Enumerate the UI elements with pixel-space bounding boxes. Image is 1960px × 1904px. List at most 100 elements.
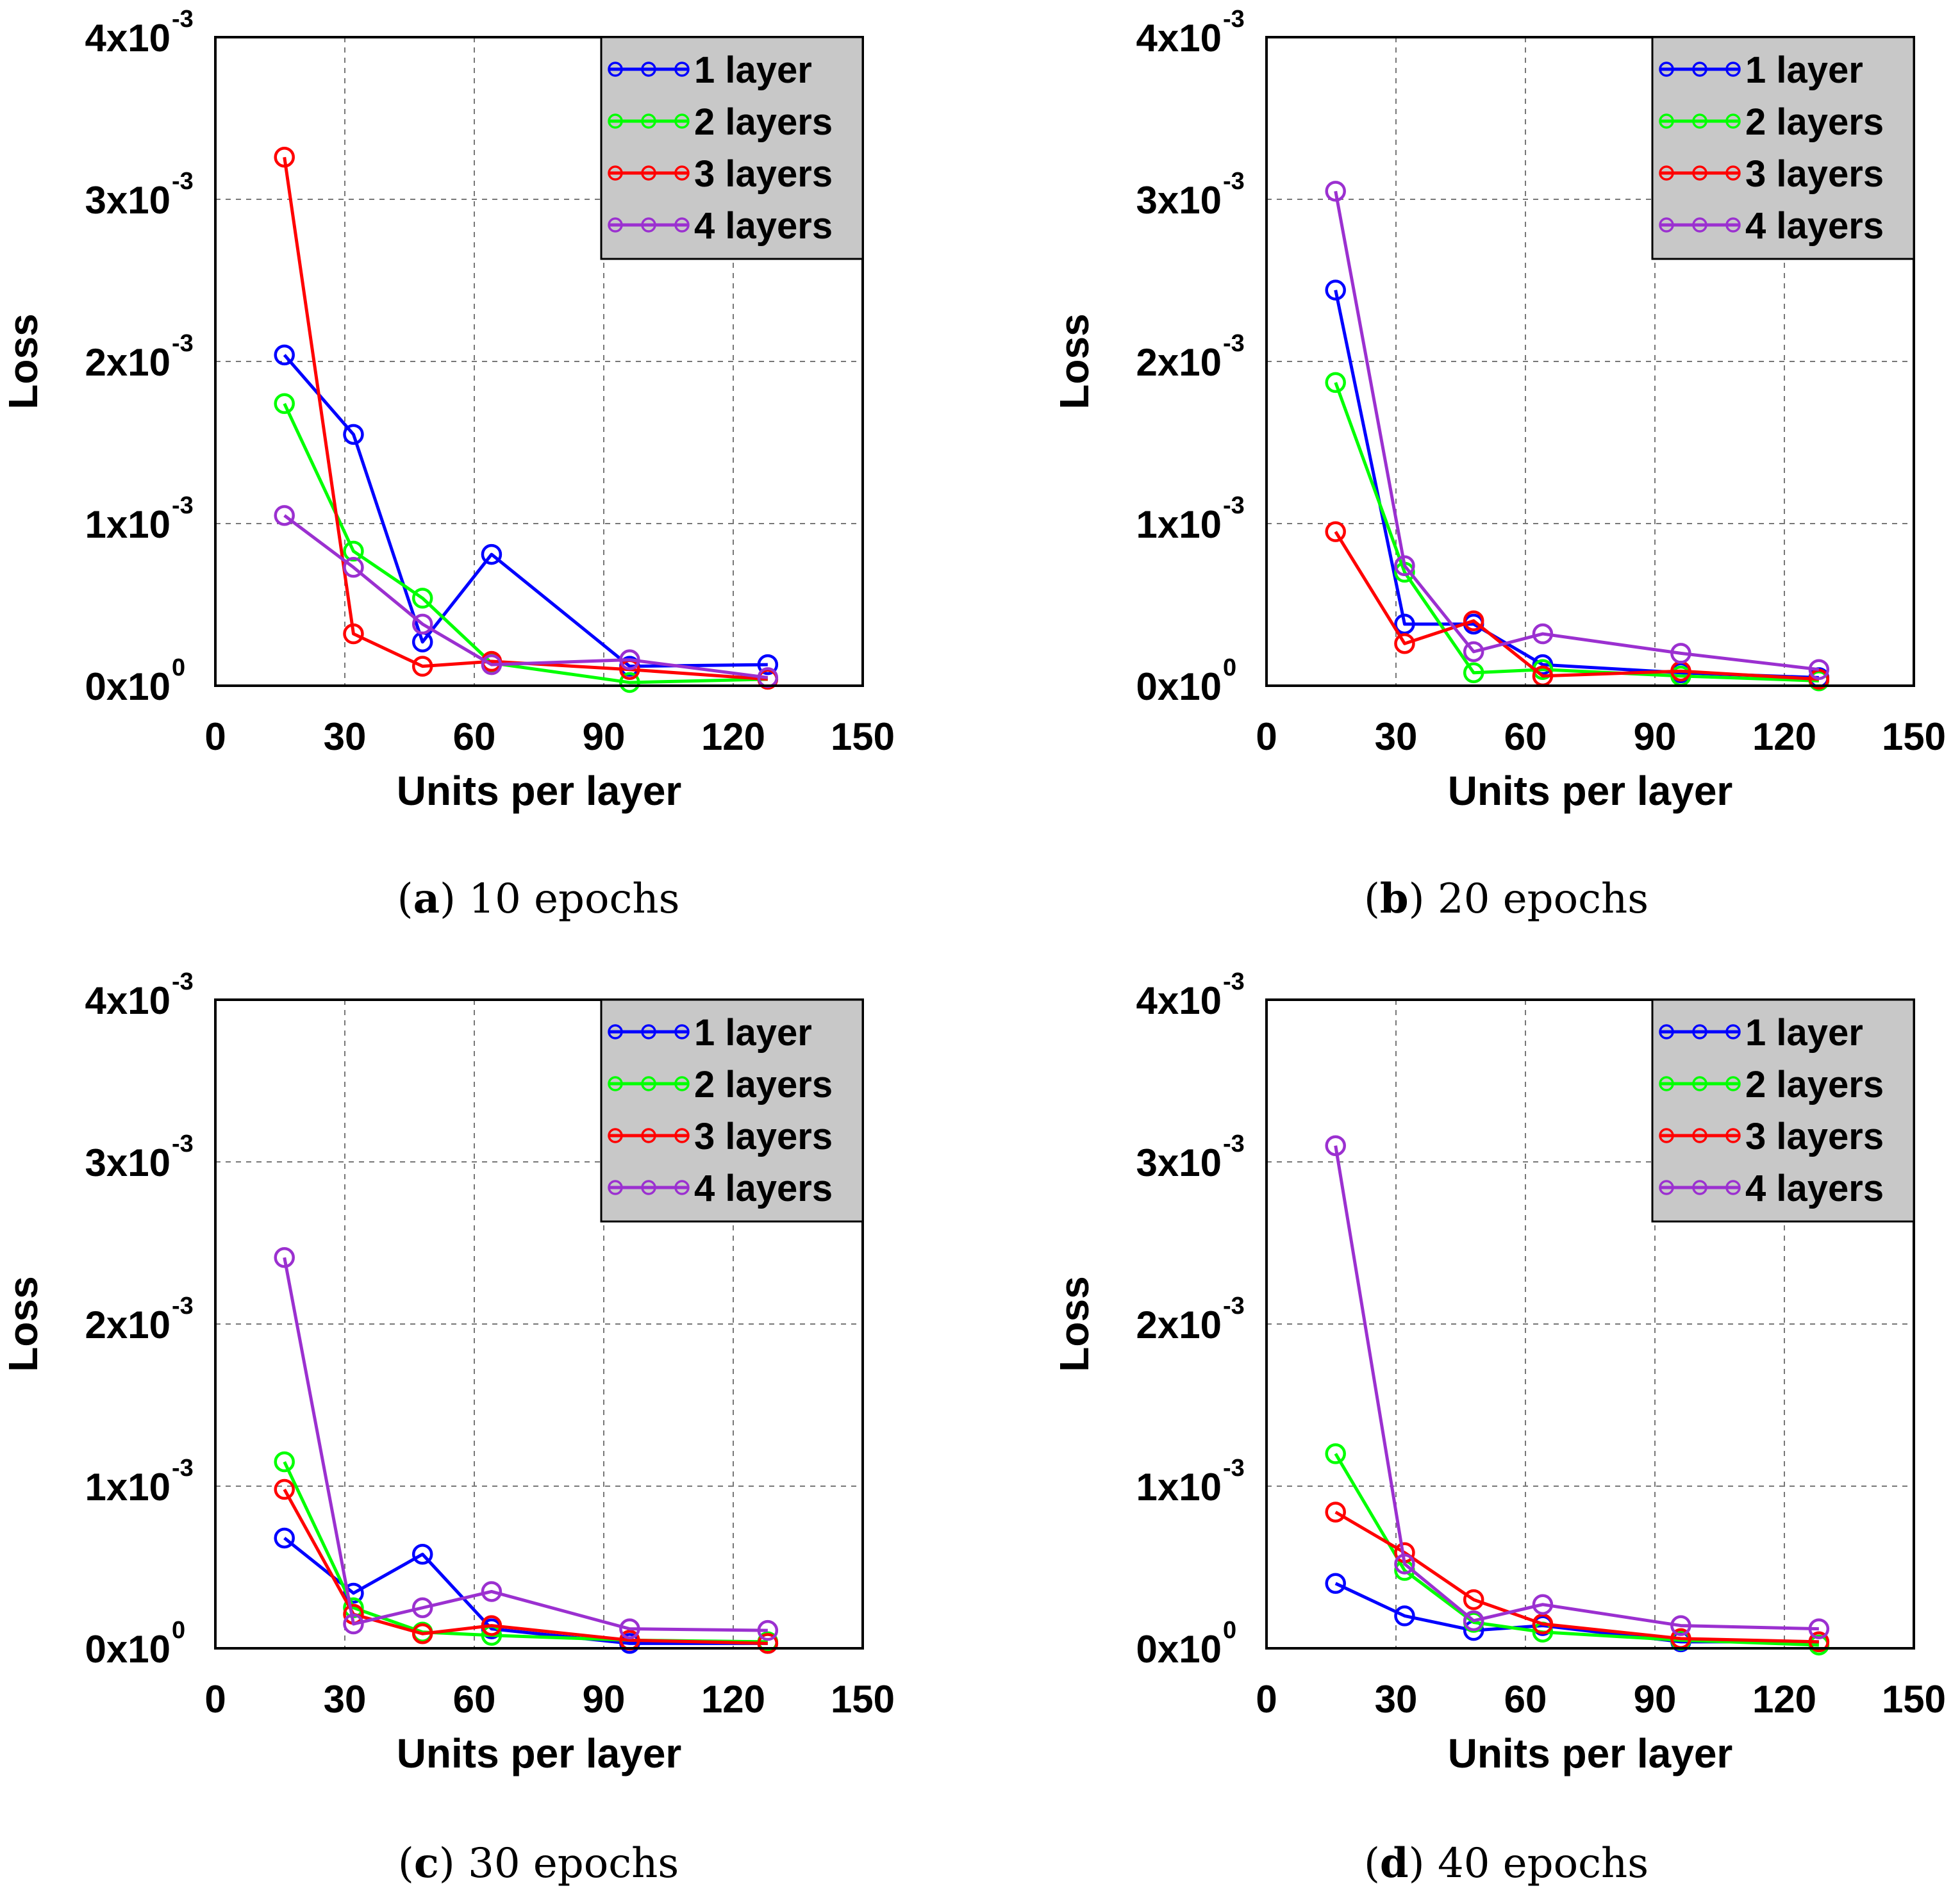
y-tick-label: 2x10 -3 xyxy=(1136,330,1245,384)
legend-label: 2 layers xyxy=(694,1064,833,1105)
x-tick-label: 30 xyxy=(324,1678,367,1721)
y-tick-mantissa: 2x10 xyxy=(85,341,170,384)
legend: 1 layer 2 layers 3 layers 4 layers xyxy=(1651,36,1915,260)
plot-frame xyxy=(214,36,864,687)
data-point xyxy=(411,1544,433,1565)
y-axis-title: Loss xyxy=(1051,313,1097,409)
legend-swatch-marker xyxy=(674,62,690,77)
y-tick-exponent: -3 xyxy=(1223,1130,1245,1157)
legend-swatch-marker xyxy=(1725,62,1741,77)
x-tick-label: 0 xyxy=(1256,1678,1277,1721)
x-tick-label: 90 xyxy=(1634,1678,1677,1721)
legend-swatch-marker xyxy=(674,1180,690,1195)
data-point xyxy=(343,1613,364,1635)
data-point xyxy=(1325,181,1346,202)
y-tick-mantissa: 3x10 xyxy=(1136,1141,1222,1184)
y-tick-label: 4x10 -3 xyxy=(1136,6,1245,60)
y-tick-mantissa: 2x10 xyxy=(1136,1304,1222,1346)
x-tick-label: 150 xyxy=(831,715,895,758)
data-point xyxy=(1463,1589,1484,1610)
y-tick-exponent: -3 xyxy=(1223,1293,1245,1320)
legend-swatch-marker xyxy=(1692,62,1707,77)
y-tick-label: 0x10 0 xyxy=(85,1617,186,1671)
data-point xyxy=(1394,1605,1415,1627)
data-point xyxy=(1394,613,1415,635)
y-tick-mantissa: 3x10 xyxy=(1136,179,1222,222)
legend-swatch-marker xyxy=(608,217,623,233)
data-point xyxy=(274,1247,295,1268)
series-line xyxy=(283,1257,768,1632)
y-tick-label: 1x10 -3 xyxy=(85,492,194,546)
legend-swatch-marker xyxy=(1659,165,1674,181)
legend-swatch-marker xyxy=(1725,1180,1741,1195)
data-point xyxy=(757,1619,779,1641)
x-tick-label: 60 xyxy=(1504,1678,1547,1721)
series-line xyxy=(1334,382,1819,683)
legend-entry-3: 3 layers xyxy=(1659,153,1884,195)
y-tick-label: 4x10 -3 xyxy=(1136,968,1245,1022)
series-4 xyxy=(274,1247,779,1641)
data-point xyxy=(1670,1615,1691,1636)
x-tick-label: 120 xyxy=(1752,1678,1816,1721)
x-tick-label: 0 xyxy=(204,1678,226,1721)
data-point xyxy=(1808,1618,1830,1639)
legend-swatch-marker xyxy=(1725,165,1741,181)
legend-swatch-marker xyxy=(674,113,690,129)
legend-swatch-marker xyxy=(641,1076,656,1091)
legend-swatch-marker xyxy=(1659,113,1674,129)
y-tick-exponent: -3 xyxy=(1223,168,1245,195)
x-tick-label: 150 xyxy=(1882,715,1946,758)
data-point xyxy=(481,1615,502,1636)
data-point xyxy=(274,1451,295,1473)
legend-swatch-marker xyxy=(608,1180,623,1195)
data-point xyxy=(343,1582,364,1604)
legend-swatch-marker xyxy=(1692,1076,1707,1091)
y-tick-label: 3x10 -3 xyxy=(85,168,194,222)
data-point xyxy=(619,649,640,670)
data-point xyxy=(481,654,502,675)
caption-c-text: 30 epochs xyxy=(468,1840,679,1887)
y-tick-mantissa: 3x10 xyxy=(85,1141,170,1184)
y-tick-mantissa: 4x10 xyxy=(85,979,170,1022)
legend: 1 layer 2 layers 3 layers 4 layers xyxy=(600,36,864,260)
x-tick-label: 0 xyxy=(1256,715,1277,758)
data-point xyxy=(411,613,433,635)
data-point xyxy=(274,1527,295,1549)
x-tick-label: 0 xyxy=(204,715,226,758)
series-line xyxy=(1334,1453,1819,1647)
data-point xyxy=(411,656,433,677)
legend-label: 1 layer xyxy=(694,49,812,91)
legend-swatch-marker xyxy=(1659,62,1674,77)
data-point xyxy=(1325,1443,1346,1464)
legend: 1 layer 2 layers 3 layers 4 layers xyxy=(600,998,864,1223)
legend-swatch-marker xyxy=(1725,1128,1741,1143)
legend-swatch-marker xyxy=(608,1128,623,1143)
legend-swatch-marker xyxy=(1692,1024,1707,1039)
caption-d-text: 40 epochs xyxy=(1437,1840,1649,1887)
data-point xyxy=(1463,641,1484,663)
data-point xyxy=(411,588,433,609)
y-tick-mantissa: 1x10 xyxy=(85,1466,170,1509)
legend-entry-4: 4 layers xyxy=(608,205,833,247)
caption-d: (d) 40 epochs xyxy=(1363,1839,1649,1887)
y-tick-exponent: 0 xyxy=(172,1617,185,1644)
plot-frame xyxy=(214,998,864,1650)
legend-swatch-marker xyxy=(608,165,623,181)
legend-label: 4 layers xyxy=(1745,1168,1884,1209)
legend-box xyxy=(600,998,864,1223)
y-tick-label: 4x10 -3 xyxy=(85,6,194,60)
legend-swatch-marker xyxy=(608,113,623,129)
legend-swatch-marker xyxy=(608,62,623,77)
legend-swatch-marker xyxy=(608,1024,623,1039)
series-line xyxy=(283,354,768,668)
legend-swatch-marker xyxy=(674,165,690,181)
data-point xyxy=(1670,643,1691,664)
data-point xyxy=(1463,610,1484,632)
data-point xyxy=(343,623,364,645)
y-tick-label: 3x10 -3 xyxy=(1136,168,1245,222)
legend-swatch-marker xyxy=(1659,217,1674,233)
data-point xyxy=(1532,623,1554,645)
legend-swatch-marker xyxy=(641,217,656,233)
legend-entry-3: 3 layers xyxy=(1659,1116,1884,1157)
